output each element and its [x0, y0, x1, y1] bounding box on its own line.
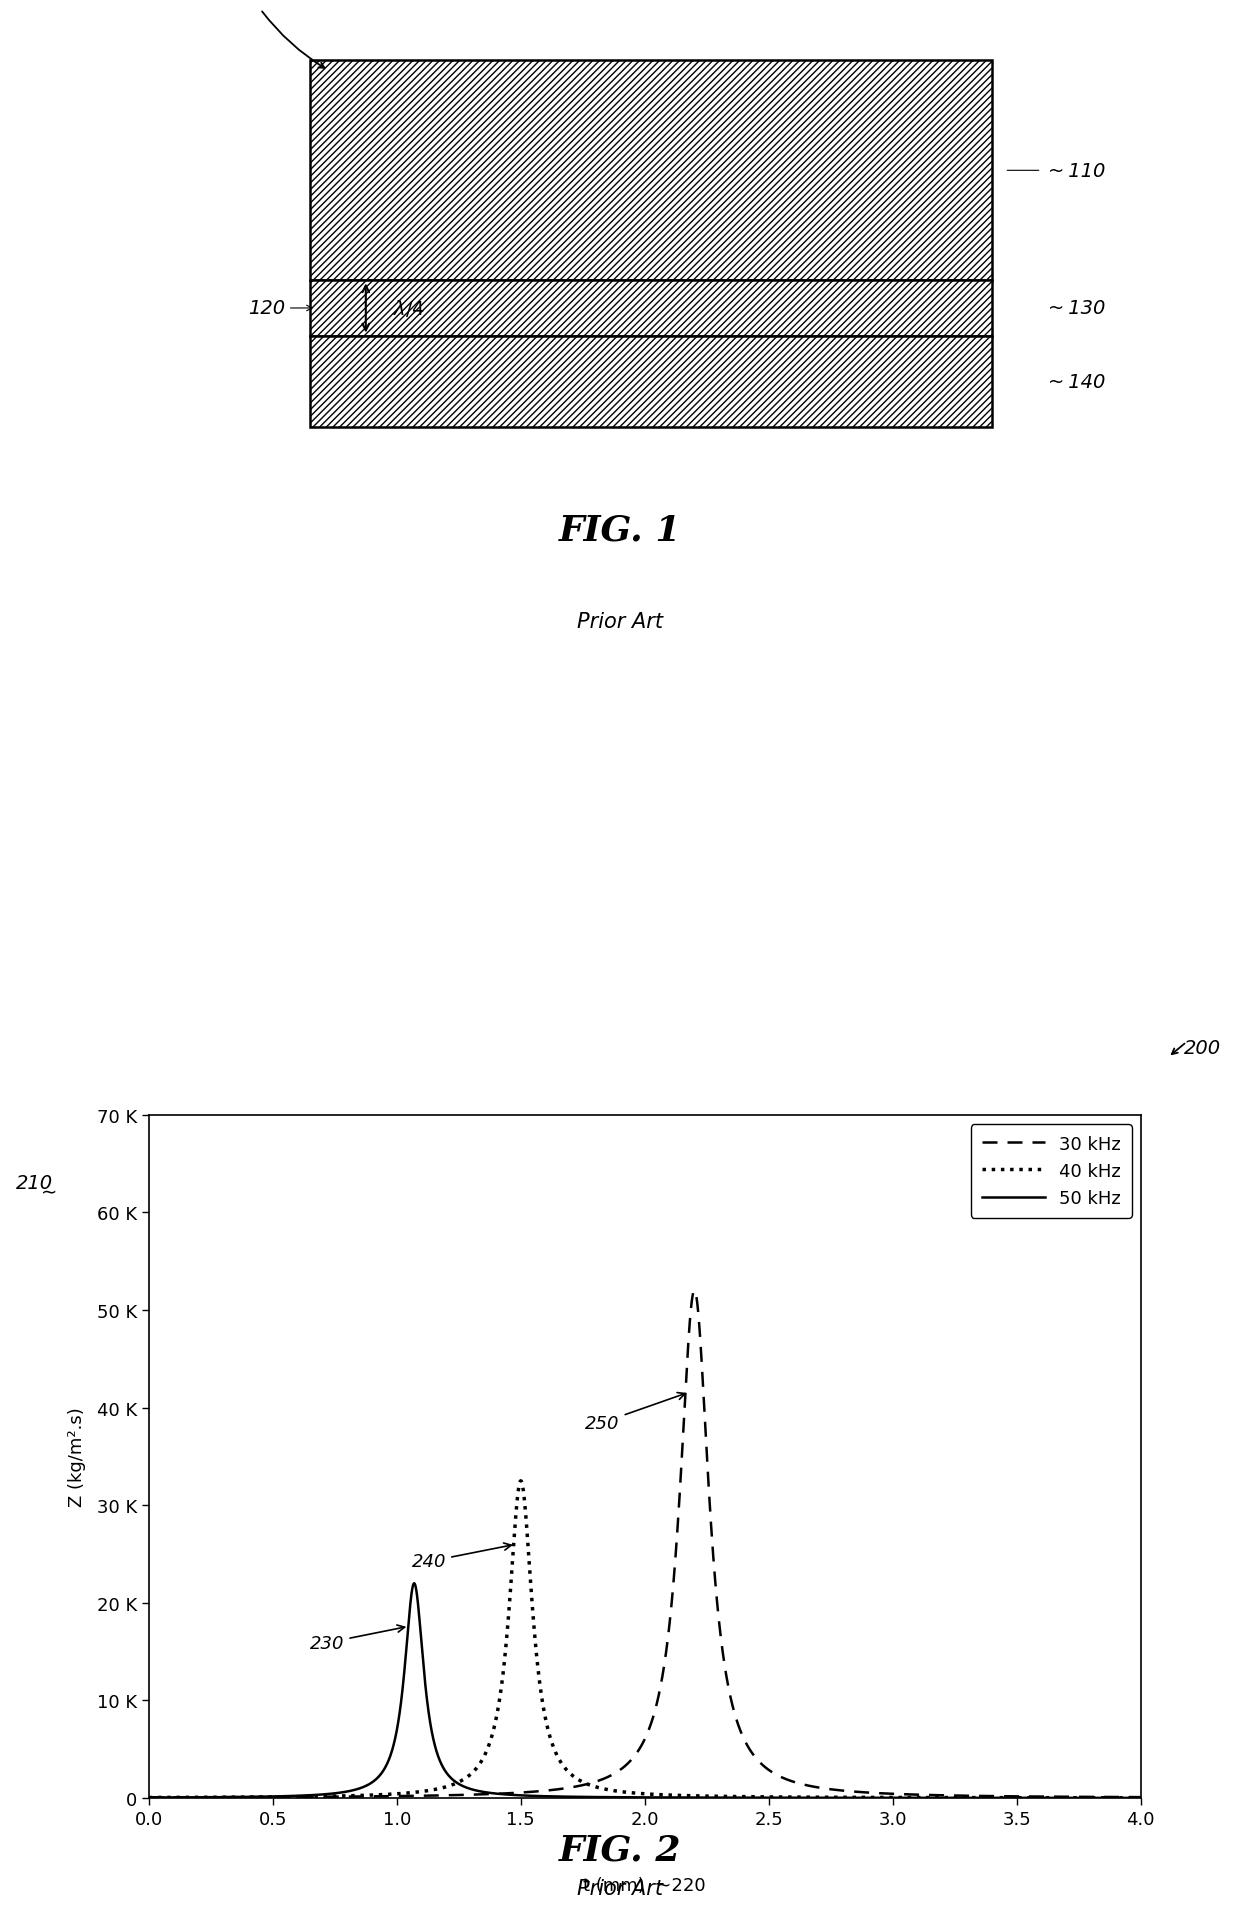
Line: 50 kHz: 50 kHz: [149, 1583, 1141, 1798]
Text: 230: 230: [310, 1625, 404, 1652]
Text: 120: 120: [248, 300, 285, 319]
50 kHz: [728, 1786, 743, 1810]
Bar: [310, 337, 992, 429]
30 kHz: [930, 1785, 945, 1808]
50 kHz: [877, 1786, 892, 1810]
40 kHz: [191, 1786, 206, 1810]
50 kHz: [1133, 1786, 1148, 1810]
30 kHz: [728, 1706, 743, 1729]
Text: FIG. 2: FIG. 2: [559, 1833, 681, 1867]
40 kHz: [1133, 1786, 1148, 1810]
Bar: [310, 62, 992, 281]
Text: 240: 240: [412, 1542, 511, 1571]
40 kHz: [141, 1786, 156, 1810]
Text: 250: 250: [585, 1392, 684, 1433]
50 kHz: [191, 1786, 206, 1810]
30 kHz: [1133, 1786, 1148, 1810]
40 kHz: [771, 1785, 786, 1808]
Text: ~ 140: ~ 140: [1048, 373, 1105, 392]
Text: FIG. 1: FIG. 1: [559, 513, 681, 546]
30 kHz: [877, 1783, 892, 1806]
Text: $\lambda$/4: $\lambda$/4: [393, 298, 425, 319]
30 kHz: [771, 1765, 786, 1788]
Line: 30 kHz: 30 kHz: [149, 1290, 1141, 1798]
30 kHz: [141, 1786, 156, 1810]
50 kHz: [141, 1786, 156, 1810]
40 kHz: [930, 1786, 945, 1810]
Text: ~ 110: ~ 110: [1048, 162, 1105, 181]
Bar: [310, 281, 992, 337]
40 kHz: [513, 1469, 528, 1492]
50 kHz: [407, 1571, 422, 1594]
30 kHz: [501, 1783, 516, 1806]
30 kHz: [687, 1279, 702, 1302]
Text: 200: 200: [1184, 1038, 1221, 1058]
Text: t (mm)  ∼220: t (mm) ∼220: [584, 1877, 706, 1894]
40 kHz: [501, 1611, 516, 1635]
40 kHz: [877, 1786, 892, 1810]
40 kHz: [728, 1785, 743, 1808]
30 kHz: [191, 1786, 206, 1810]
50 kHz: [501, 1783, 516, 1806]
Text: 210: 210: [16, 1173, 53, 1192]
Text: Prior Art: Prior Art: [577, 1879, 663, 1898]
Text: Prior Art: Prior Art: [577, 612, 663, 631]
Text: ~ 130: ~ 130: [1048, 300, 1105, 319]
Legend: 30 kHz, 40 kHz, 50 kHz: 30 kHz, 40 kHz, 50 kHz: [971, 1125, 1132, 1217]
Text: ∼: ∼: [41, 1183, 58, 1202]
Line: 40 kHz: 40 kHz: [149, 1481, 1141, 1798]
50 kHz: [930, 1786, 945, 1810]
Y-axis label: Z (kg/m².s): Z (kg/m².s): [68, 1408, 86, 1506]
50 kHz: [771, 1786, 786, 1810]
